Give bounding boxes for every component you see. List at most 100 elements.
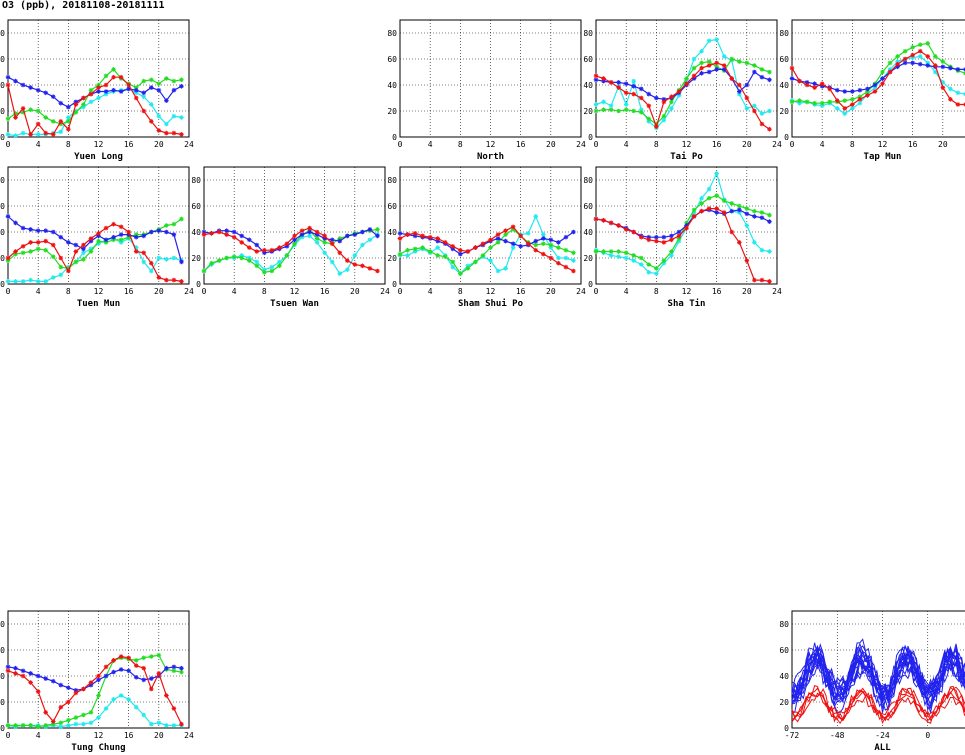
- data-point: [35, 132, 41, 137]
- data-point: [126, 86, 131, 92]
- data-point: [299, 228, 305, 233]
- data-point: [525, 231, 531, 236]
- data-point: [917, 48, 923, 54]
- y-tick-label: 20: [191, 254, 201, 263]
- data-point: [179, 115, 184, 120]
- data-point: [50, 132, 56, 137]
- data-point: [96, 85, 101, 90]
- data-point: [254, 242, 260, 248]
- panel-title: Tap Mun: [864, 152, 902, 162]
- data-point: [556, 245, 561, 250]
- data-point: [556, 255, 561, 261]
- data-point: [699, 208, 704, 214]
- ensemble-line-blue: [791, 642, 965, 699]
- data-point: [246, 245, 252, 250]
- data-point: [35, 724, 41, 729]
- series-line-green: [7, 68, 182, 125]
- data-point: [797, 100, 802, 106]
- data-point: [231, 234, 237, 240]
- data-point: [35, 87, 41, 93]
- data-point: [284, 244, 290, 249]
- data-point: [714, 171, 719, 176]
- data-point: [480, 241, 486, 246]
- y-tick-label: 0: [392, 280, 397, 289]
- data-point: [96, 673, 101, 679]
- data-point: [375, 233, 380, 239]
- data-point: [103, 673, 109, 679]
- data-point: [28, 107, 33, 112]
- y-tick-label: 40: [583, 81, 593, 90]
- data-point: [375, 268, 380, 274]
- y-tick-label: 0: [0, 280, 5, 289]
- data-point: [661, 258, 667, 263]
- data-point: [126, 232, 131, 237]
- data-point: [126, 234, 131, 240]
- data-point: [948, 97, 953, 102]
- x-tick-label: 24: [772, 287, 782, 296]
- y-tick-label: 20: [583, 254, 593, 263]
- data-point: [28, 680, 33, 685]
- data-point: [714, 37, 719, 42]
- plot-frame: [7, 166, 190, 285]
- data-point: [73, 102, 79, 107]
- data-point: [141, 90, 147, 96]
- x-tick-label: 16: [124, 731, 134, 740]
- x-tick-label: 24: [576, 140, 586, 149]
- plot-frame: [595, 166, 778, 285]
- data-point: [488, 258, 493, 263]
- data-point: [495, 232, 501, 237]
- data-point: [171, 113, 177, 119]
- y-tick-label: 80: [387, 176, 397, 185]
- data-point: [179, 132, 184, 137]
- x-tick-label: 24: [184, 140, 194, 149]
- data-point: [73, 242, 79, 248]
- data-point: [405, 232, 410, 237]
- data-point: [397, 236, 403, 241]
- data-point: [752, 103, 757, 109]
- data-point: [736, 240, 742, 245]
- x-tick-label: 8: [850, 140, 855, 149]
- data-point: [563, 247, 569, 253]
- data-point: [638, 86, 644, 92]
- series-line-cyan: [595, 171, 770, 275]
- data-point: [654, 266, 659, 271]
- data-point: [895, 64, 900, 70]
- data-point: [533, 238, 539, 244]
- data-point: [834, 87, 840, 93]
- data-point: [171, 130, 177, 136]
- data-point: [269, 247, 275, 253]
- y-tick-label: 40: [0, 672, 5, 681]
- data-point: [118, 693, 124, 698]
- data-point: [329, 259, 335, 265]
- x-tick-label: -72: [785, 731, 800, 740]
- data-point: [254, 249, 260, 254]
- data-point: [5, 723, 11, 728]
- data-point: [111, 669, 116, 675]
- data-point: [337, 238, 343, 244]
- data-point: [35, 689, 41, 694]
- x-tick-label: 8: [654, 140, 659, 149]
- data-point: [96, 95, 101, 101]
- data-point: [450, 259, 456, 265]
- data-point: [654, 238, 659, 244]
- data-point: [623, 81, 629, 86]
- data-point: [397, 251, 403, 257]
- data-point: [842, 89, 848, 94]
- data-point: [156, 228, 162, 233]
- data-point: [141, 712, 147, 718]
- data-point: [337, 236, 343, 241]
- data-point: [563, 234, 569, 240]
- data-point: [58, 234, 64, 240]
- data-point: [88, 246, 94, 252]
- data-point: [164, 277, 169, 283]
- data-point: [442, 254, 448, 259]
- data-point: [601, 107, 606, 112]
- data-point: [405, 247, 410, 253]
- series-line-blue: [595, 209, 770, 238]
- data-point: [548, 242, 554, 248]
- y-tick-label: 20: [583, 107, 593, 116]
- data-point: [269, 268, 275, 274]
- data-point: [141, 94, 147, 99]
- data-point: [865, 93, 870, 98]
- data-point: [932, 69, 938, 75]
